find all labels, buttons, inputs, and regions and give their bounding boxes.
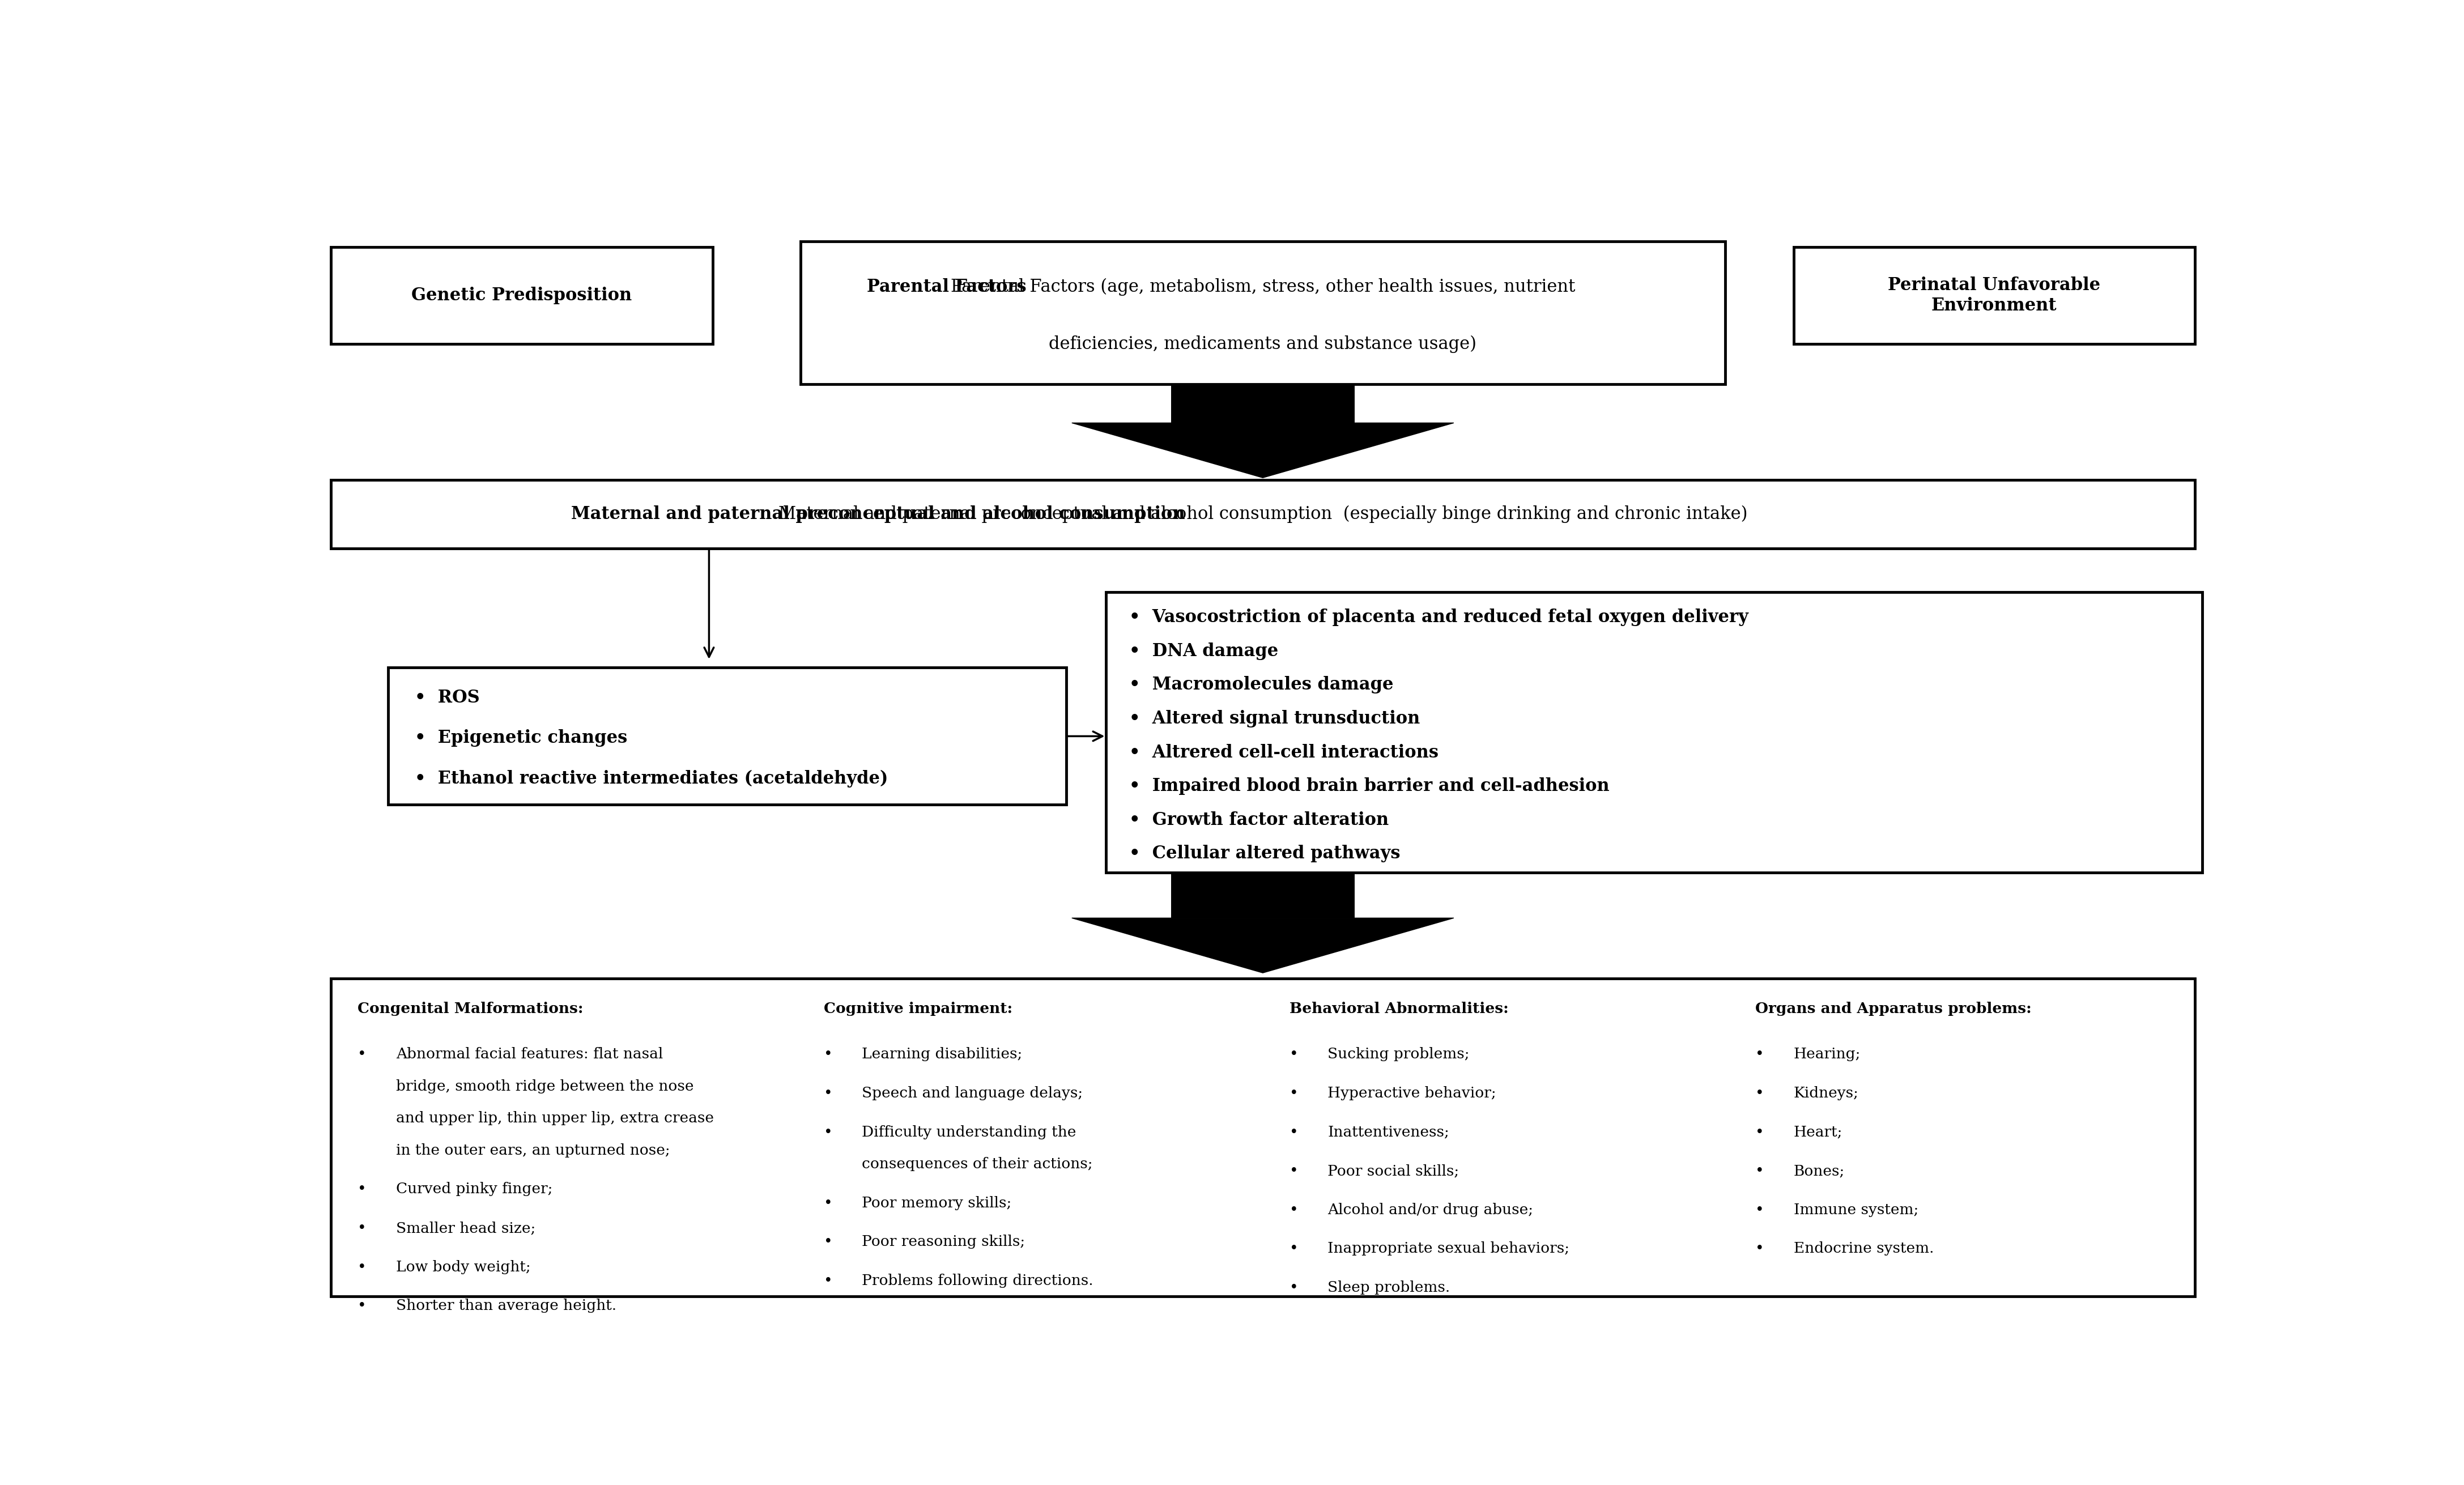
Text: Kidneys;: Kidneys; bbox=[1794, 1086, 1858, 1100]
Text: •: • bbox=[357, 1221, 367, 1236]
Polygon shape bbox=[1072, 918, 1454, 973]
Text: Shorter than average height.: Shorter than average height. bbox=[397, 1299, 616, 1313]
Text: Inappropriate sexual behaviors;: Inappropriate sexual behaviors; bbox=[1328, 1241, 1570, 1256]
Text: •: • bbox=[1754, 1126, 1764, 1139]
Bar bbox=[330, 979, 2195, 1296]
Text: •: • bbox=[357, 1259, 367, 1274]
Text: Genetic Predisposition: Genetic Predisposition bbox=[411, 287, 633, 304]
Text: Problems following directions.: Problems following directions. bbox=[862, 1274, 1094, 1287]
Text: Parental Factors (age, metabolism, stress, other health issues, nutrient: Parental Factors (age, metabolism, stres… bbox=[951, 278, 1574, 296]
Text: Maternal and paternal preconceptual and alcohol consumption  (especially binge d: Maternal and paternal preconceptual and … bbox=[779, 505, 1747, 523]
Text: •: • bbox=[1754, 1203, 1764, 1216]
Text: Parental Factors: Parental Factors bbox=[867, 278, 1027, 296]
Text: •  ROS: • ROS bbox=[414, 689, 480, 707]
Text: •: • bbox=[823, 1195, 833, 1210]
Text: Congenital Malformations:: Congenital Malformations: bbox=[357, 1001, 584, 1016]
Text: Sleep problems.: Sleep problems. bbox=[1328, 1280, 1451, 1295]
Text: •: • bbox=[1289, 1086, 1299, 1100]
Text: •  Ethanol reactive intermediates (acetaldehyde): • Ethanol reactive intermediates (acetal… bbox=[414, 769, 887, 787]
Text: •: • bbox=[823, 1126, 833, 1139]
Text: and upper lip, thin upper lip, extra crease: and upper lip, thin upper lip, extra cre… bbox=[397, 1111, 715, 1126]
Text: •: • bbox=[1289, 1203, 1299, 1216]
Text: Sucking problems;: Sucking problems; bbox=[1328, 1047, 1469, 1062]
Text: Behavioral Abnormalities:: Behavioral Abnormalities: bbox=[1289, 1001, 1508, 1016]
Text: •: • bbox=[1289, 1164, 1299, 1178]
Text: Hyperactive behavior;: Hyperactive behavior; bbox=[1328, 1086, 1496, 1100]
Polygon shape bbox=[1072, 423, 1454, 478]
Text: •: • bbox=[823, 1274, 833, 1287]
Text: bridge, smooth ridge between the nose: bridge, smooth ridge between the nose bbox=[397, 1080, 692, 1093]
Text: Heart;: Heart; bbox=[1794, 1126, 1843, 1139]
Text: •: • bbox=[1289, 1280, 1299, 1295]
Bar bbox=[389, 668, 1067, 805]
Text: Poor reasoning skills;: Poor reasoning skills; bbox=[862, 1234, 1025, 1249]
Text: •: • bbox=[357, 1299, 367, 1313]
Text: •  Altrered cell-cell interactions: • Altrered cell-cell interactions bbox=[1129, 744, 1439, 762]
Text: •: • bbox=[1754, 1241, 1764, 1256]
Text: •  Altered signal trunsduction: • Altered signal trunsduction bbox=[1129, 710, 1419, 728]
Text: •: • bbox=[357, 1047, 367, 1062]
Text: Poor memory skills;: Poor memory skills; bbox=[862, 1195, 1013, 1210]
Bar bbox=[1170, 872, 1355, 918]
Text: Inattentiveness;: Inattentiveness; bbox=[1328, 1126, 1449, 1139]
Bar bbox=[1106, 593, 2203, 872]
Text: •: • bbox=[823, 1234, 833, 1249]
Bar bbox=[1170, 385, 1355, 423]
Text: Difficulty understanding the: Difficulty understanding the bbox=[862, 1126, 1077, 1139]
Text: Low body weight;: Low body weight; bbox=[397, 1259, 530, 1274]
Bar bbox=[801, 241, 1725, 385]
Text: Smaller head size;: Smaller head size; bbox=[397, 1221, 535, 1236]
Text: Learning disabilities;: Learning disabilities; bbox=[862, 1047, 1023, 1062]
Text: •: • bbox=[1754, 1047, 1764, 1062]
Text: •  DNA damage: • DNA damage bbox=[1129, 643, 1279, 659]
Text: Poor social skills;: Poor social skills; bbox=[1328, 1164, 1459, 1178]
Bar bbox=[1794, 247, 2195, 345]
Text: Perinatal Unfavorable
Environment: Perinatal Unfavorable Environment bbox=[1887, 276, 2099, 315]
Text: Curved pinky finger;: Curved pinky finger; bbox=[397, 1182, 552, 1197]
Text: •  Epigenetic changes: • Epigenetic changes bbox=[414, 729, 628, 747]
Text: •: • bbox=[823, 1047, 833, 1062]
Text: •  Macromolecules damage: • Macromolecules damage bbox=[1129, 676, 1395, 693]
Text: Immune system;: Immune system; bbox=[1794, 1203, 1919, 1216]
Text: deficiencies, medicaments and substance usage): deficiencies, medicaments and substance … bbox=[1050, 336, 1476, 353]
Text: •: • bbox=[1289, 1126, 1299, 1139]
Text: •: • bbox=[1754, 1086, 1764, 1100]
Text: Abnormal facial features: flat nasal: Abnormal facial features: flat nasal bbox=[397, 1047, 663, 1062]
Bar bbox=[330, 247, 712, 345]
Text: •: • bbox=[357, 1182, 367, 1197]
Text: •: • bbox=[823, 1086, 833, 1100]
Text: •  Growth factor alteration: • Growth factor alteration bbox=[1129, 811, 1390, 829]
Text: •: • bbox=[1289, 1241, 1299, 1256]
Bar bbox=[330, 480, 2195, 548]
Text: Maternal and paternal preconceptual and alcohol consumption: Maternal and paternal preconceptual and … bbox=[572, 505, 1185, 523]
Text: Speech and language delays;: Speech and language delays; bbox=[862, 1086, 1082, 1100]
Text: Bones;: Bones; bbox=[1794, 1164, 1846, 1178]
Text: •: • bbox=[1754, 1164, 1764, 1178]
Text: •  Impaired blood brain barrier and cell-adhesion: • Impaired blood brain barrier and cell-… bbox=[1129, 778, 1609, 794]
Text: Cognitive impairment:: Cognitive impairment: bbox=[823, 1001, 1013, 1016]
Text: Organs and Apparatus problems:: Organs and Apparatus problems: bbox=[1754, 1001, 2033, 1016]
Text: Hearing;: Hearing; bbox=[1794, 1047, 1860, 1062]
Text: Alcohol and/or drug abuse;: Alcohol and/or drug abuse; bbox=[1328, 1203, 1533, 1216]
Text: •: • bbox=[1289, 1047, 1299, 1062]
Text: in the outer ears, an upturned nose;: in the outer ears, an upturned nose; bbox=[397, 1143, 670, 1157]
Text: •  Cellular altered pathways: • Cellular altered pathways bbox=[1129, 845, 1400, 863]
Text: Endocrine system.: Endocrine system. bbox=[1794, 1241, 1934, 1256]
Text: consequences of their actions;: consequences of their actions; bbox=[862, 1157, 1092, 1172]
Text: •  Vasocostriction of placenta and reduced fetal oxygen delivery: • Vasocostriction of placenta and reduce… bbox=[1129, 609, 1749, 627]
